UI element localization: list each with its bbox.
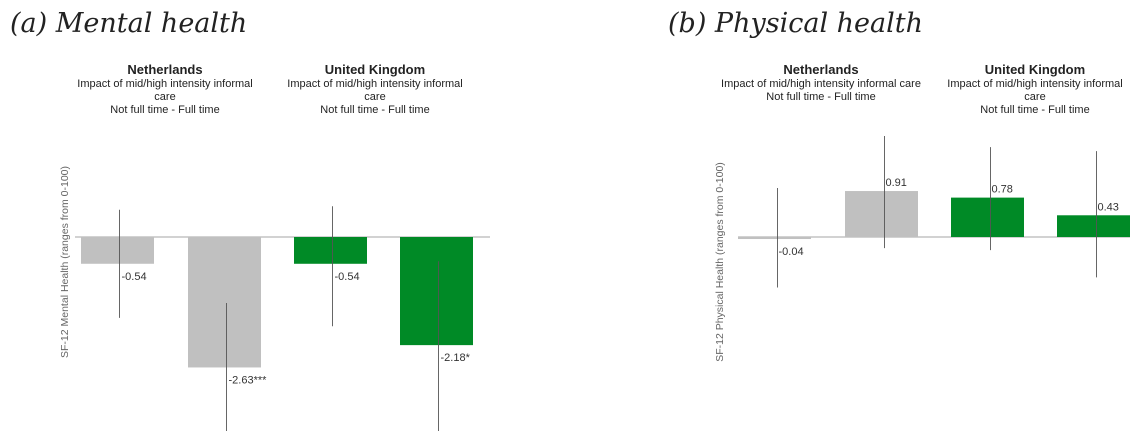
data-label: -0.04 — [779, 246, 804, 258]
data-label: -0.54 — [335, 271, 360, 283]
panel-a-y-axis-label: SF-12 Mental Health (ranges from 0-100) — [59, 166, 71, 358]
panel-b-header-netherlands: Netherlands Impact of mid/high intensity… — [715, 62, 927, 104]
country-name: Netherlands — [127, 62, 203, 77]
data-label: 0.78 — [992, 184, 1013, 196]
bar — [188, 237, 261, 368]
panel-a-header-netherlands: Netherlands Impact of mid/high intensity… — [70, 62, 260, 117]
panel-b-title: (b) Physical health — [668, 8, 924, 39]
data-label: 0.91 — [886, 177, 907, 189]
panel-a-title: (a) Mental health — [10, 8, 248, 39]
country-name: Netherlands — [783, 62, 859, 77]
country-comparison: Not full time - Full time — [110, 104, 220, 116]
country-subtitle: Impact of mid/high intensity informal ca… — [721, 78, 921, 90]
country-subtitle: Impact of mid/high intensity informal ca… — [77, 78, 253, 103]
panel-b-y-axis-label: SF-12 Physical Health (ranges from 0-100… — [714, 162, 726, 362]
bar — [81, 237, 154, 264]
bar — [951, 197, 1024, 237]
panel-a-plot: -0.54 -2.63*** -0.54 -2.18* — [75, 206, 490, 431]
panel-a-header-uk: United Kingdom Impact of mid/high intens… — [280, 62, 470, 117]
panel-b-plot: -0.04 0.91 0.78 0.43 — [738, 136, 1130, 288]
bar — [1057, 215, 1130, 237]
country-name: United Kingdom — [324, 62, 426, 77]
country-subtitle: Impact of mid/high intensity informal ca… — [947, 78, 1123, 103]
data-label: -2.63*** — [229, 374, 268, 386]
panel-b-header-uk: United Kingdom Impact of mid/high intens… — [940, 62, 1130, 117]
country-comparison: Not full time - Full time — [766, 91, 876, 103]
country-subtitle: Impact of mid/high intensity informal ca… — [287, 78, 463, 103]
bar — [294, 237, 367, 264]
data-label: 0.43 — [1098, 201, 1119, 213]
country-name: United Kingdom — [984, 62, 1086, 77]
country-comparison: Not full time - Full time — [320, 104, 430, 116]
data-label: -0.54 — [122, 271, 147, 283]
data-label: -2.18* — [441, 352, 471, 364]
bar — [738, 237, 811, 240]
bar — [400, 237, 473, 346]
country-comparison: Not full time - Full time — [980, 104, 1090, 116]
bar — [845, 191, 918, 237]
